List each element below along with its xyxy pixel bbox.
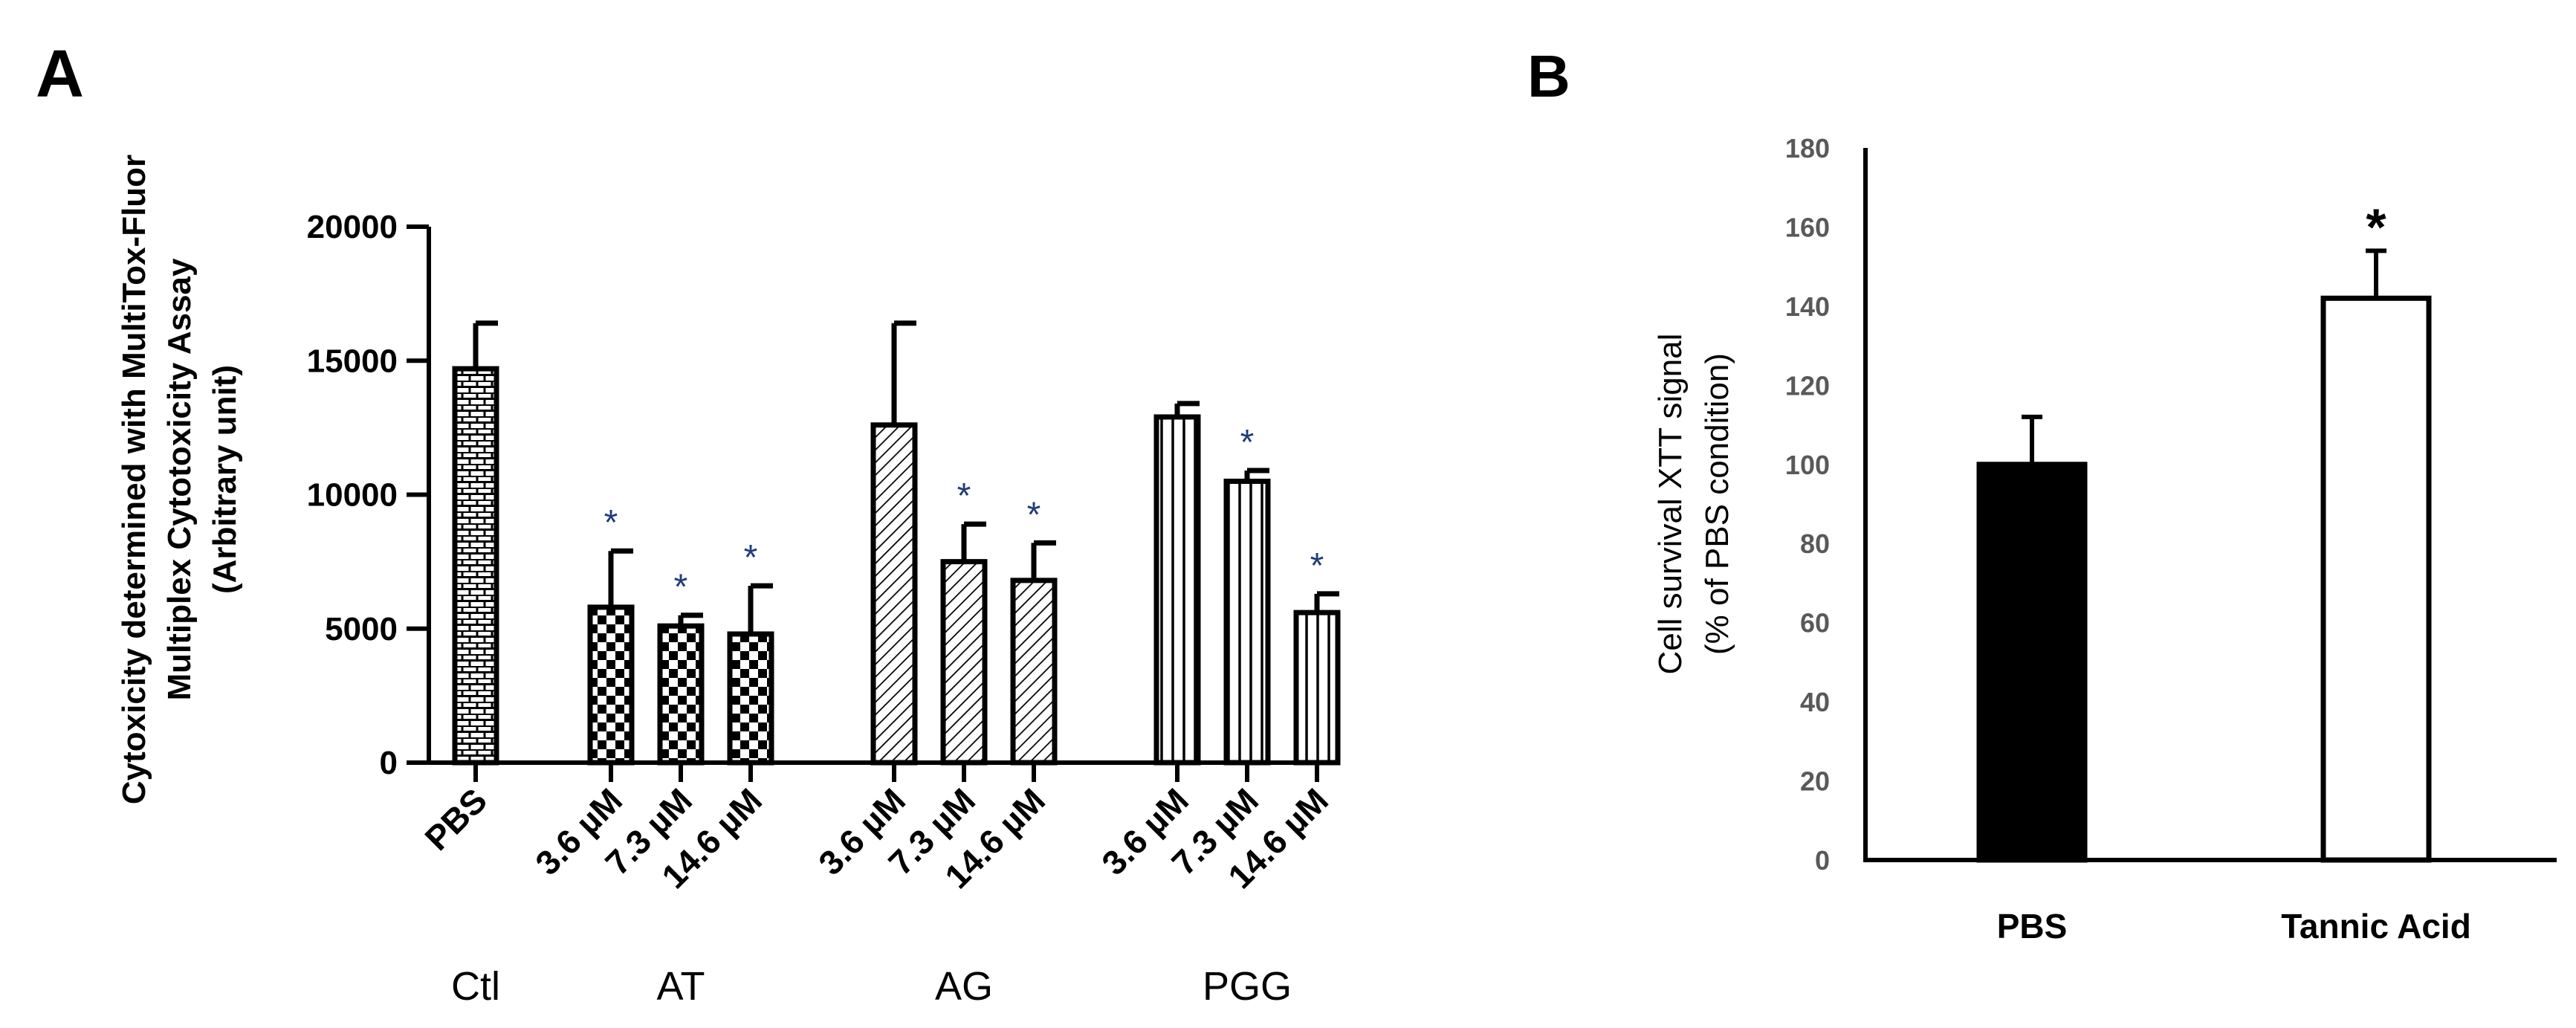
y-tick-label: 80 <box>1800 528 1830 559</box>
y-tick-label: 0 <box>380 745 398 781</box>
panel-a-label: A <box>36 37 84 111</box>
bar <box>727 631 774 766</box>
bar <box>2320 295 2432 863</box>
group-label: PGG <box>1203 964 1292 1009</box>
significance-marker: * <box>1027 495 1041 534</box>
bar <box>452 366 499 766</box>
panel-a-chart: Cytoxicity determined with MultiTox-Fluo… <box>116 155 1341 1009</box>
y-axis-title-line: Cytoxicity determined with MultiTox-Fluo… <box>116 155 152 804</box>
y-axis-title-line: (Arbitrary unit) <box>207 365 243 594</box>
y-axis-title-line: Cell survival XTT signal <box>1652 334 1689 675</box>
y-tick-label: 15000 <box>307 343 398 379</box>
bar <box>1223 478 1271 766</box>
y-tick-label: 20 <box>1800 766 1830 797</box>
significance-marker: * <box>1310 546 1324 586</box>
y-tick-label: 40 <box>1800 687 1830 717</box>
y-tick-label: 140 <box>1785 291 1830 322</box>
panel-b-chart: Cell survival XTT signal (% of PBS condit… <box>1652 133 2557 945</box>
bar <box>657 623 705 766</box>
y-tick-label: 5000 <box>325 611 398 647</box>
y-tick-label: 60 <box>1800 608 1830 639</box>
y-tick-label: 20000 <box>307 209 398 245</box>
x-tick-label: Tannic Acid <box>2281 907 2471 945</box>
x-tick-label: PBS <box>417 780 494 858</box>
y-tick-label: 120 <box>1785 370 1830 401</box>
bar <box>587 604 635 766</box>
significance-marker: * <box>744 538 758 578</box>
bar <box>1010 578 1058 766</box>
bar <box>940 559 988 766</box>
y-tick-label: 0 <box>1815 845 1830 876</box>
y-tick-label: 10000 <box>307 477 398 514</box>
bar <box>1293 610 1341 766</box>
y-tick-label: 180 <box>1785 133 1830 164</box>
x-tick-label: PBS <box>1997 907 2068 945</box>
y-tick-label: 160 <box>1785 212 1830 242</box>
significance-marker: * <box>957 476 971 516</box>
group-label: AG <box>935 964 993 1009</box>
y-tick-label: 100 <box>1785 450 1830 480</box>
bar <box>870 422 918 766</box>
significance-marker: * <box>604 503 618 543</box>
y-axis-title-line: Multiplex Cytotoxicity Assay <box>161 258 198 700</box>
y-axis-title-line: (% of PBS condition) <box>1699 353 1735 655</box>
group-label: AT <box>657 964 705 1009</box>
group-label: Ctl <box>451 964 500 1009</box>
significance-marker: * <box>2366 198 2386 256</box>
bar <box>1153 414 1201 766</box>
panel-b-label: B <box>1527 43 1570 109</box>
significance-marker: * <box>1240 423 1255 462</box>
significance-marker: * <box>674 568 688 607</box>
bar <box>1976 462 2088 863</box>
